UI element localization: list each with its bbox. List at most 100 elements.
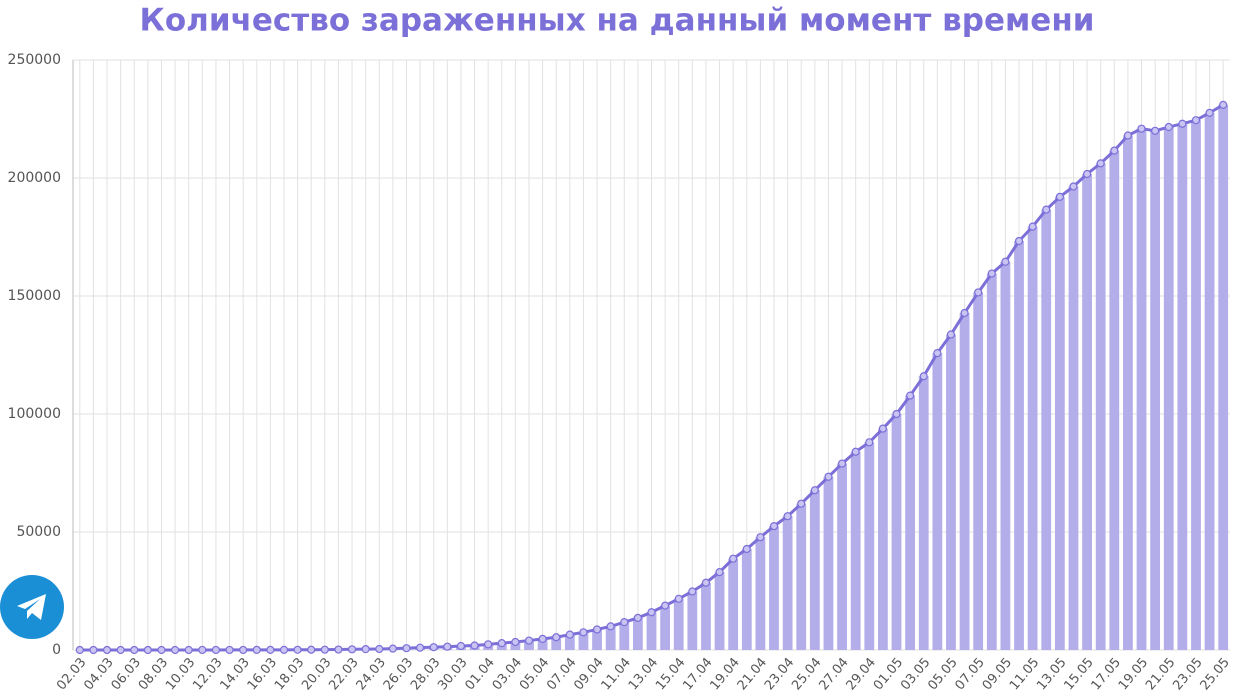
point [334, 645, 343, 654]
point [184, 645, 193, 655]
x-tick-label: 19.05 [1116, 655, 1151, 693]
x-tick-label: 02.03 [54, 655, 89, 693]
point [1069, 182, 1078, 191]
x-tick-label: 20.03 [299, 655, 334, 693]
x-tick-label: 16.03 [245, 655, 280, 693]
point [293, 645, 302, 654]
point [130, 645, 139, 655]
x-tick-label: 29.04 [844, 655, 879, 693]
x-tick-label: 03.05 [898, 655, 933, 693]
point [416, 643, 425, 652]
point [456, 641, 466, 651]
point [565, 630, 574, 639]
x-tick-label: 07.04 [544, 655, 579, 693]
bar [551, 637, 562, 650]
point [1055, 192, 1064, 201]
bar [1136, 128, 1147, 650]
point [252, 645, 261, 655]
point [361, 645, 370, 654]
telegram-icon[interactable] [17, 594, 46, 620]
bar [1041, 209, 1052, 650]
bar [646, 612, 657, 650]
point [688, 587, 697, 596]
point [1123, 131, 1133, 140]
point [606, 622, 615, 631]
point [1178, 119, 1187, 128]
point [797, 499, 806, 508]
bar [578, 632, 589, 650]
point [987, 269, 996, 278]
point [511, 637, 520, 647]
point [1205, 108, 1214, 117]
point [674, 594, 683, 603]
point [75, 645, 84, 655]
y-tick-label: 50000 [16, 524, 61, 540]
x-tick-label: 15.05 [1061, 655, 1096, 693]
x-tick-label: 10.03 [163, 655, 198, 693]
point [837, 459, 847, 468]
x-tick-label: 30.03 [435, 655, 470, 693]
bar [741, 548, 752, 650]
bar [769, 526, 779, 650]
bar [1027, 226, 1038, 650]
point [701, 578, 711, 587]
x-tick-label: 23.04 [762, 655, 797, 693]
bar [918, 376, 929, 650]
x-tick-label: 09.04 [571, 655, 606, 693]
point [538, 634, 547, 644]
bar [946, 334, 956, 650]
point [198, 645, 207, 655]
bar [809, 490, 820, 650]
point [211, 645, 221, 655]
bar [905, 395, 916, 650]
bar [1109, 150, 1120, 650]
x-tick-label: 11.05 [1007, 655, 1042, 693]
point [865, 438, 874, 447]
point [470, 641, 479, 650]
point [1151, 126, 1160, 135]
x-tick-label: 23.05 [1170, 655, 1205, 693]
point [919, 372, 928, 381]
point [783, 512, 792, 521]
bar [1123, 135, 1133, 650]
point [1001, 257, 1010, 266]
point [102, 645, 112, 655]
x-tick-label: 21.05 [1143, 655, 1178, 693]
bar [1150, 130, 1161, 651]
bar [973, 292, 984, 650]
point [89, 645, 98, 655]
point [157, 645, 166, 655]
bar [932, 353, 943, 650]
telegram-button[interactable] [0, 575, 64, 639]
y-tick-label: 200000 [8, 170, 61, 186]
chart-title: Количество зараженных на данный момент в… [140, 3, 1095, 39]
point [266, 645, 275, 654]
point [906, 391, 915, 400]
bar [524, 640, 534, 650]
bar [864, 442, 875, 650]
point [661, 601, 670, 610]
point [974, 288, 983, 297]
x-tick-label: 11.04 [599, 655, 634, 693]
x-tick-label: 13.04 [626, 655, 661, 693]
x-tick-label: 07.05 [953, 655, 988, 693]
bar [701, 582, 711, 650]
x-tick-label: 24.03 [354, 655, 389, 693]
point [1164, 122, 1173, 132]
bar [1218, 104, 1229, 651]
x-tick-label: 25.05 [1198, 655, 1233, 693]
x-tick-label: 05.05 [925, 655, 960, 693]
point [1191, 116, 1201, 125]
point [729, 554, 738, 563]
point [579, 628, 588, 637]
point [497, 639, 506, 648]
bar [537, 638, 548, 650]
point [892, 409, 901, 419]
bar [782, 516, 793, 650]
point [143, 645, 152, 655]
bar [632, 617, 643, 650]
bar [1000, 261, 1011, 650]
point [443, 642, 452, 651]
point [878, 424, 888, 433]
